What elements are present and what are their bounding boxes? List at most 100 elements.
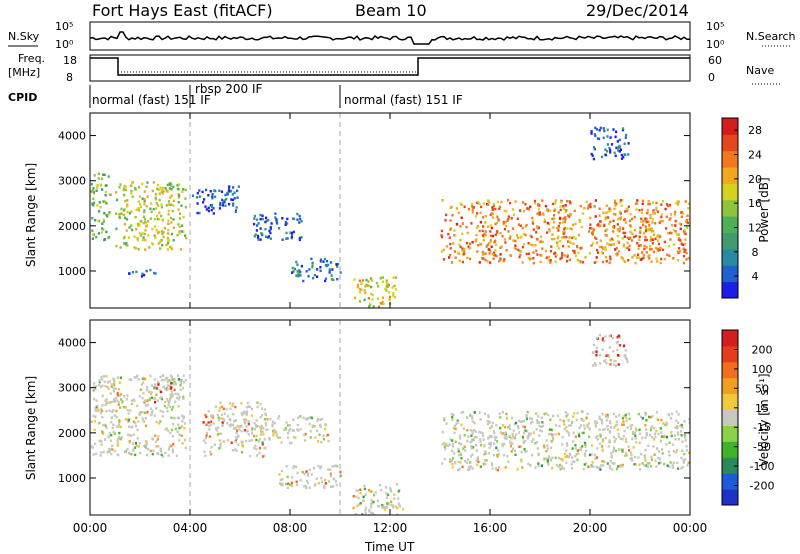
- heatmap-cell: [614, 199, 617, 202]
- heatmap-cell: [226, 193, 229, 196]
- heatmap-cell: [260, 429, 263, 433]
- heatmap-cell: [680, 423, 683, 427]
- heatmap-cell: [633, 228, 636, 232]
- heatmap-cell: [172, 199, 176, 203]
- heatmap-cell: [495, 440, 499, 443]
- ytick-label: 4000: [58, 337, 86, 350]
- heatmap-cell: [322, 484, 326, 488]
- heatmap-cell: [157, 204, 160, 207]
- heatmap-cell: [166, 379, 169, 383]
- heatmap-cell: [581, 212, 585, 215]
- heatmap-cell: [126, 210, 129, 214]
- heatmap-cell: [479, 465, 482, 468]
- heatmap-cell: [284, 221, 287, 224]
- heatmap-cell: [655, 257, 658, 260]
- heatmap-cell: [608, 430, 611, 433]
- heatmap-cell: [308, 468, 311, 471]
- heatmap-cell: [128, 425, 131, 428]
- heatmap-cell: [211, 196, 214, 200]
- heatmap-cell: [171, 448, 174, 451]
- heatmap-cell: [162, 235, 165, 239]
- heatmap-cell: [127, 419, 130, 422]
- heatmap-cell: [503, 238, 507, 241]
- heatmap-cell: [469, 440, 472, 444]
- heatmap-cell: [156, 399, 159, 402]
- heatmap-cell: [602, 428, 605, 432]
- heatmap-cell: [677, 433, 680, 436]
- velocity-ylabel: Slant Range [km]: [24, 376, 38, 480]
- heatmap-cell: [626, 360, 629, 363]
- heatmap-cell: [484, 220, 487, 224]
- heatmap-cell: [519, 209, 522, 212]
- heatmap-cell: [455, 422, 458, 426]
- heatmap-cell: [126, 447, 129, 451]
- heatmap-cell: [143, 444, 146, 448]
- heatmap-cell: [335, 464, 338, 467]
- heatmap-cell: [494, 467, 497, 470]
- heatmap-cell: [615, 467, 618, 471]
- heatmap-cell: [580, 246, 583, 250]
- heatmap-cell: [452, 413, 455, 417]
- heatmap-cell: [381, 280, 384, 283]
- heatmap-cell: [256, 401, 259, 404]
- heatmap-cell: [591, 364, 594, 367]
- heatmap-cell: [161, 243, 164, 247]
- heatmap-cell: [319, 425, 322, 428]
- heatmap-cell: [462, 427, 465, 430]
- heatmap-cell: [223, 419, 226, 422]
- heatmap-cell: [528, 207, 531, 211]
- heatmap-cell: [626, 207, 629, 211]
- heatmap-cell: [595, 346, 598, 349]
- heatmap-cell: [160, 397, 164, 401]
- heatmap-cell: [458, 467, 461, 471]
- heatmap-cell: [565, 235, 568, 239]
- heatmap-cell: [559, 458, 562, 461]
- heatmap-cell: [203, 450, 206, 454]
- heatmap-cell: [517, 427, 520, 430]
- heatmap-cell: [259, 402, 262, 406]
- heatmap-cell: [501, 411, 504, 414]
- heatmap-cell: [510, 437, 513, 440]
- heatmap-cell: [613, 448, 616, 451]
- heatmap-cell: [384, 486, 388, 489]
- heatmap-cell: [480, 205, 483, 209]
- heatmap-cell: [134, 453, 137, 457]
- heatmap-cell: [499, 232, 502, 235]
- heatmap-cell: [489, 443, 492, 447]
- heatmap-cell: [539, 260, 542, 264]
- heatmap-cell: [676, 200, 679, 203]
- heatmap-cell: [361, 513, 364, 515]
- heatmap-cell: [305, 479, 309, 483]
- heatmap-cell: [374, 491, 377, 494]
- heatmap-cell: [598, 129, 601, 132]
- heatmap-cell: [624, 221, 627, 224]
- heatmap-cell: [619, 227, 622, 231]
- heatmap-cell: [627, 445, 630, 448]
- heatmap-cell: [183, 426, 186, 430]
- heatmap-cell: [272, 434, 275, 437]
- heatmap-cell: [477, 460, 480, 463]
- heatmap-cell: [335, 263, 338, 266]
- heatmap-cell: [317, 418, 320, 421]
- heatmap-cell: [588, 435, 591, 439]
- heatmap-cell: [110, 433, 113, 437]
- heatmap-cell: [482, 462, 485, 466]
- heatmap-cell: [621, 438, 624, 441]
- heatmap-cell: [235, 436, 238, 439]
- heatmap-cell: [160, 205, 163, 209]
- heatmap-cell: [95, 385, 98, 388]
- heatmap-cell: [580, 225, 583, 229]
- heatmap-cell: [599, 468, 602, 471]
- heatmap-cell: [509, 253, 512, 257]
- heatmap-cell: [464, 449, 467, 452]
- heatmap-cell: [484, 233, 487, 237]
- heatmap-cell: [205, 434, 208, 437]
- heatmap-cell: [478, 430, 481, 434]
- heatmap-cell: [595, 260, 598, 264]
- heatmap-cell: [277, 436, 280, 439]
- heatmap-cell: [296, 270, 299, 273]
- heatmap-cell: [386, 493, 390, 497]
- heatmap-cell: [595, 456, 599, 459]
- heatmap-cell: [640, 452, 643, 456]
- heatmap-cell: [674, 438, 677, 441]
